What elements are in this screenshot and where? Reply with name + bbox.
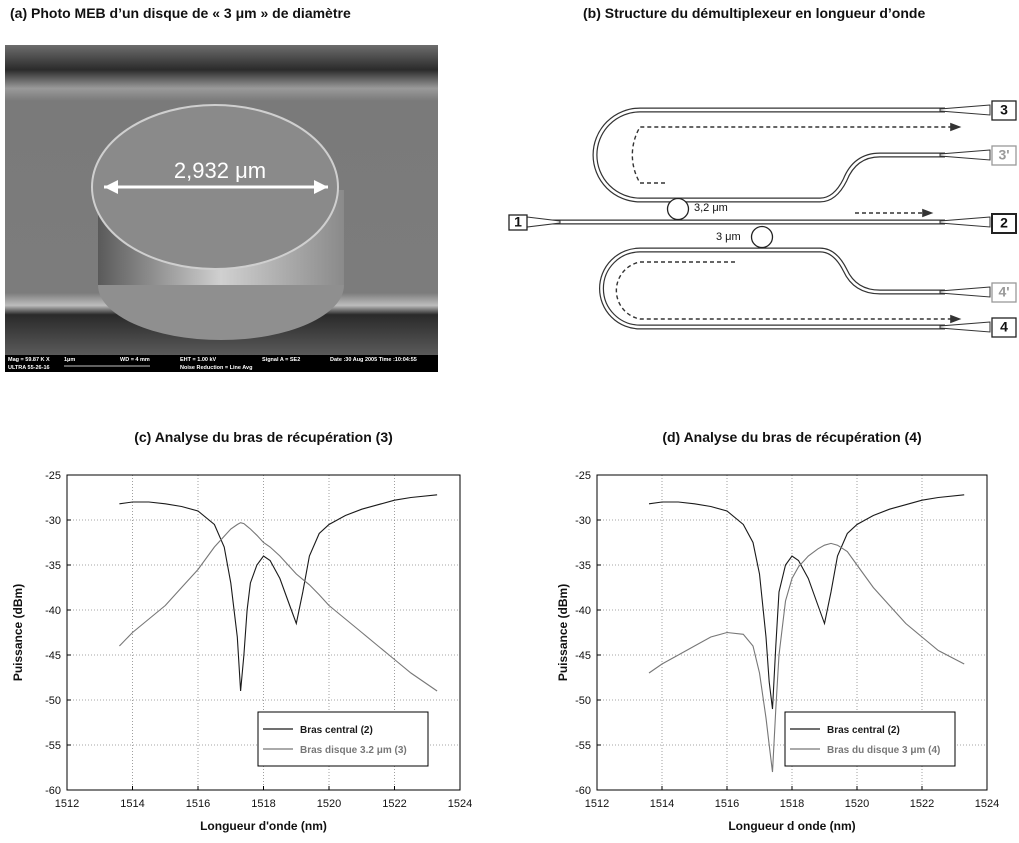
x-axis-label: Longueur d'onde (nm) [200,819,327,833]
info-text: Signal A = SE2 [262,357,300,363]
legend-label: Bras disque 3.2 μm (3) [300,745,407,756]
port-label: 3 [1000,102,1008,118]
y-axis-label: Puissance (dBm) [11,584,25,681]
x-tick-label: 1512 [55,798,79,810]
y-tick-label: -30 [575,515,591,527]
y-tick-label: -55 [45,740,61,752]
legend-label: Bras central (2) [827,725,900,736]
info-text: EHT = 1.00 kV [180,357,217,363]
x-tick-label: 1516 [186,798,210,810]
measure-label: 2,932 μm [174,158,266,183]
y-tick-label: -45 [575,650,591,662]
y-tick-label: -45 [45,650,61,662]
x-tick-label: 1516 [715,798,739,810]
info-text: WD = 4 mm [120,357,150,363]
info-text: Noise Reduction = Line Avg [180,365,252,371]
x-tick-label: 1518 [780,798,804,810]
info-text: Mag = 59.87 K X [8,357,50,363]
y-tick-label: -60 [45,785,61,797]
x-tick-label: 1520 [845,798,869,810]
legend-box [784,711,956,767]
data-line [648,494,965,710]
chart-title: (c) Analyse du bras de récupération (3) [134,429,393,445]
data-line [648,542,965,773]
plot-frame [66,474,461,791]
info-text: ULTRA 55-26-16 [8,365,50,371]
y-tick-label: -60 [575,785,591,797]
y-tick-label: -25 [45,470,61,482]
ring-label: 3 μm [716,231,741,243]
x-tick-label: 1518 [251,798,275,810]
x-tick-label: 1514 [650,798,674,810]
port-label: 2 [1000,215,1008,231]
data-line [119,522,438,692]
x-tick-label: 1524 [975,798,999,810]
x-tick-label: 1514 [120,798,144,810]
legend-box [257,711,429,767]
photo-title: (a) Photo MEB d’un disque de « 3 μm » de… [10,5,351,21]
port-label: 4 [1000,319,1008,335]
legend-label: Bras central (2) [300,725,373,736]
y-tick-label: -50 [575,695,591,707]
chart-title: (d) Analyse du bras de récupération (4) [662,429,921,445]
ring-label: 3,2 μm [694,202,728,214]
y-tick-label: -40 [45,605,61,617]
data-line [119,494,438,692]
port-label: 3' [998,147,1009,163]
y-tick-label: -50 [45,695,61,707]
info-text: Date :30 Aug 2005 Time :10:04:55 [330,357,417,363]
y-axis-label: Puissance (dBm) [556,584,570,681]
x-tick-label: 1520 [317,798,341,810]
legend-label: Bras du disque 3 μm (4) [827,745,940,756]
port-label: 1 [514,214,522,230]
y-tick-label: -25 [575,470,591,482]
demux-diagram: 3,2 μm 3 μm 1 2 3 3' 4' 4 [508,100,1017,338]
y-tick-label: -55 [575,740,591,752]
plot-frame [596,474,988,791]
diagram-title: (b) Structure du démultiplexeur en longu… [583,5,925,21]
info-text: 1μm [64,357,75,363]
y-tick-label: -35 [575,560,591,572]
y-tick-label: -40 [575,605,591,617]
port-label: 4' [998,284,1009,300]
y-tick-label: -30 [45,515,61,527]
sem-photo: 2,932 μm Mag = 59.87 K X 1μm WD = 4 mm E… [5,45,438,372]
x-axis-label: Longueur d onde (nm) [728,819,855,833]
x-tick-label: 1522 [910,798,934,810]
x-tick-label: 1512 [585,798,609,810]
y-tick-label: -35 [45,560,61,572]
x-tick-label: 1522 [382,798,406,810]
x-tick-label: 1524 [448,798,472,810]
